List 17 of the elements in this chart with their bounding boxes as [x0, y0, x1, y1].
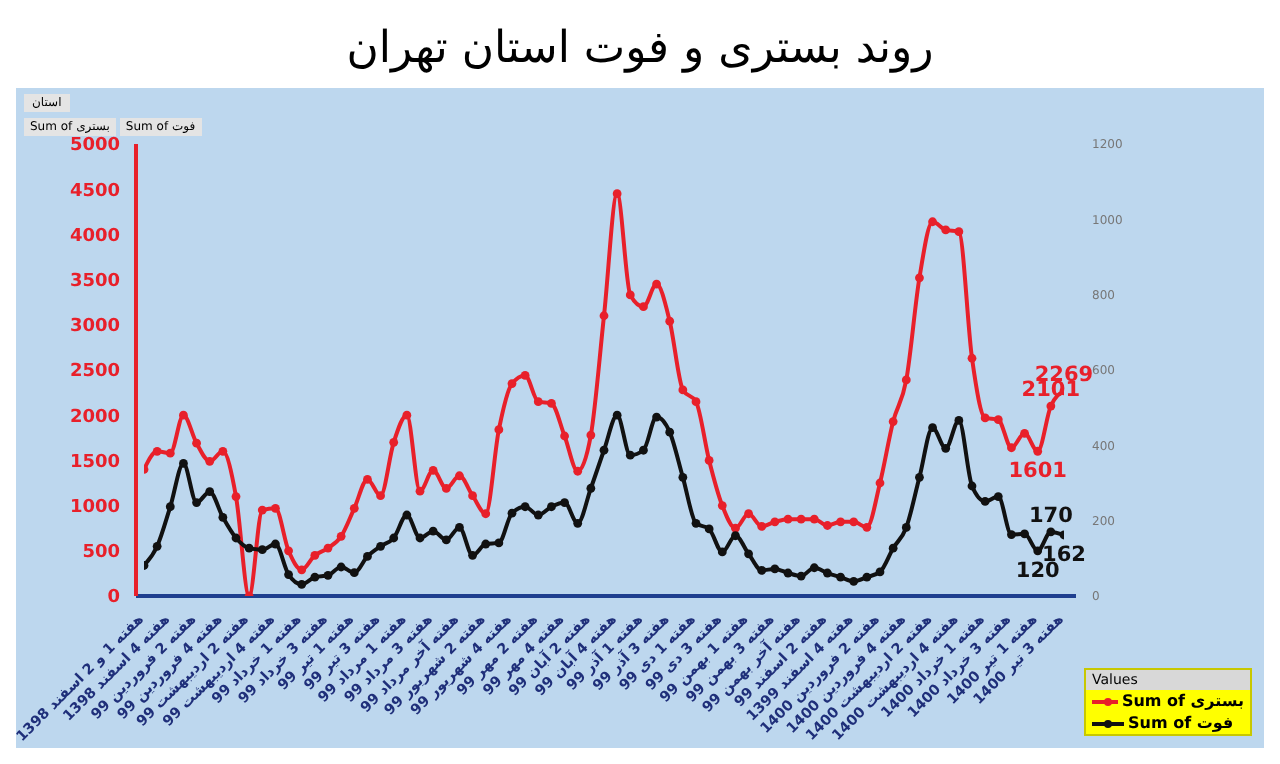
y-tick-label: 4000: [69, 226, 120, 247]
y-tick-label: 5000: [69, 136, 120, 157]
y-tick-label: 500: [82, 543, 120, 564]
y-tick-label: 3500: [69, 271, 120, 292]
chart-title: روند بستری و فوت استان تهران: [344, 22, 936, 78]
data-label: 1601: [1008, 459, 1067, 484]
y-tick-label: 4500: [69, 181, 120, 202]
y-tick-label: 2500: [69, 362, 120, 383]
data-label: 120: [1015, 558, 1060, 583]
legend-label: Sum of بستری: [1121, 692, 1244, 710]
y-tick-label: 1500: [69, 452, 120, 473]
y-tick-label: 0: [107, 588, 120, 609]
y-tick-label: 2000: [69, 407, 120, 428]
y-tick-label: 1000: [69, 497, 120, 518]
legend-label: Sum of فوت: [1128, 714, 1234, 732]
data-label: 170: [1028, 503, 1073, 528]
y-tick-label: 3000: [69, 317, 120, 338]
